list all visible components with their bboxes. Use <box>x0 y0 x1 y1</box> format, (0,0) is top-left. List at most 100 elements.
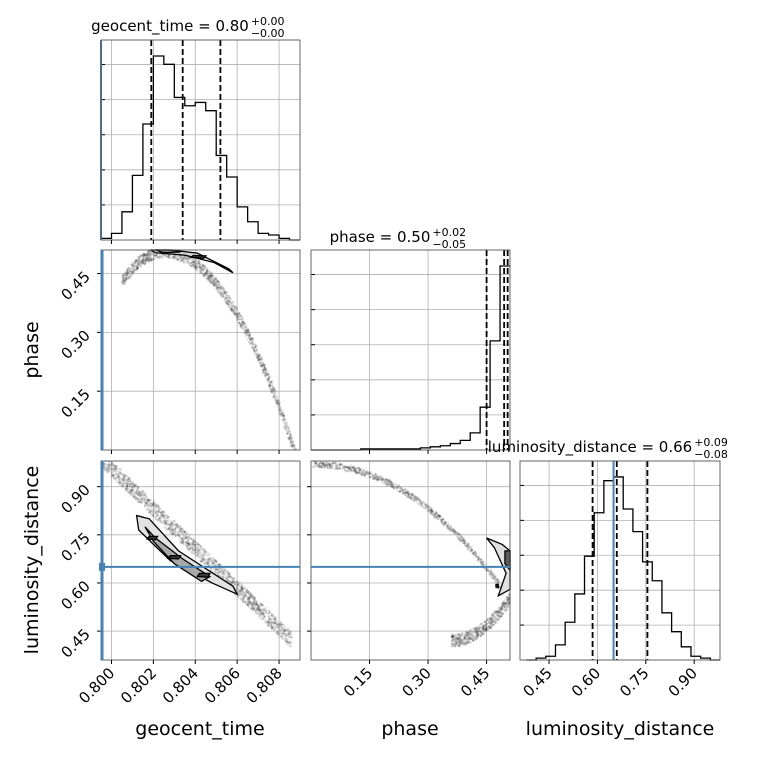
sample-point <box>242 322 246 326</box>
sample-point <box>130 480 133 483</box>
sample-point <box>122 277 125 280</box>
sample-point <box>253 348 256 352</box>
sample-point <box>225 294 229 297</box>
sample-point <box>260 357 263 360</box>
sample-point <box>268 377 271 381</box>
sample-point <box>264 371 267 374</box>
sample-point <box>226 294 230 297</box>
sample-point <box>173 254 177 258</box>
sample-point <box>136 267 139 271</box>
sample-point <box>143 253 147 256</box>
sample-point <box>282 413 285 416</box>
sample-point <box>266 379 269 382</box>
sample-point <box>254 353 258 357</box>
sample-point <box>225 301 228 304</box>
sample-point <box>122 274 126 277</box>
sample-point <box>270 380 273 383</box>
sample-point <box>248 596 251 599</box>
sample-point <box>148 249 151 253</box>
sample-point <box>174 255 177 258</box>
sample-point <box>207 269 210 272</box>
sample-point <box>128 276 131 279</box>
sample-point <box>193 263 197 266</box>
sample-point <box>270 612 273 615</box>
sample-point <box>216 283 219 287</box>
sample-point <box>127 277 131 280</box>
axis-label-x: geocent_time <box>135 718 264 740</box>
sample-point <box>166 255 170 259</box>
sample-point <box>150 258 154 261</box>
sample-point <box>248 341 251 344</box>
sample-point <box>265 373 268 377</box>
sample-point <box>207 276 211 280</box>
sample-point <box>149 259 152 262</box>
sample-point <box>146 254 150 257</box>
sample-point <box>292 444 296 447</box>
sample-point <box>259 361 262 365</box>
sample-point <box>225 290 228 293</box>
sample-point <box>126 269 129 272</box>
sample-point <box>197 546 200 549</box>
sample-point <box>261 613 265 616</box>
sample-point <box>212 274 215 277</box>
sample-point <box>192 259 195 263</box>
sample-point <box>183 530 186 534</box>
sample-point <box>275 399 278 402</box>
sample-point <box>264 375 267 378</box>
sample-point <box>225 294 228 297</box>
sample-point <box>205 561 208 564</box>
sample-point <box>397 489 400 492</box>
sample-point <box>121 276 124 279</box>
sample-point <box>130 488 133 491</box>
sample-point <box>122 275 125 278</box>
sample-point <box>128 268 131 271</box>
sample-point <box>269 389 273 392</box>
sample-point <box>231 577 234 580</box>
sample-point <box>256 355 259 358</box>
sample-point <box>222 295 225 298</box>
sample-point <box>179 528 182 532</box>
sample-point <box>492 611 496 614</box>
sample-point <box>145 259 148 262</box>
sample-point <box>135 260 138 264</box>
sample-point <box>494 578 498 581</box>
sample-point <box>223 290 226 293</box>
sample-point <box>270 390 273 394</box>
sample-point <box>132 270 135 274</box>
sample-point <box>212 279 216 282</box>
hist-bar <box>237 207 247 240</box>
sample-point <box>266 380 270 383</box>
sample-point <box>245 588 248 591</box>
sample-point <box>208 276 211 279</box>
sample-point <box>157 255 160 258</box>
sample-point <box>263 368 266 371</box>
sample-point <box>501 605 504 608</box>
sample-point <box>125 485 128 488</box>
sample-point <box>137 492 140 495</box>
sample-point <box>129 263 132 266</box>
sample-point <box>287 643 290 646</box>
sample-point <box>143 254 146 257</box>
sample-point <box>244 329 248 332</box>
sample-point <box>241 317 244 320</box>
sample-point <box>427 510 430 513</box>
sample-point <box>138 264 141 267</box>
sample-point <box>212 283 215 286</box>
sample-point <box>229 297 232 301</box>
sample-point <box>134 261 137 264</box>
sample-point <box>129 267 132 270</box>
sample-point <box>202 268 205 271</box>
sample-point <box>278 633 281 636</box>
sample-point <box>120 280 124 283</box>
sample-point <box>197 263 201 266</box>
sample-point <box>139 265 142 268</box>
sample-point <box>120 477 123 481</box>
sample-point <box>245 333 248 336</box>
sample-point <box>246 330 249 333</box>
sample-point <box>134 261 137 264</box>
sample-point <box>124 281 127 284</box>
sample-point <box>224 291 227 294</box>
sample-point <box>225 296 228 300</box>
hist-bar <box>460 440 470 450</box>
sample-point <box>386 482 389 485</box>
